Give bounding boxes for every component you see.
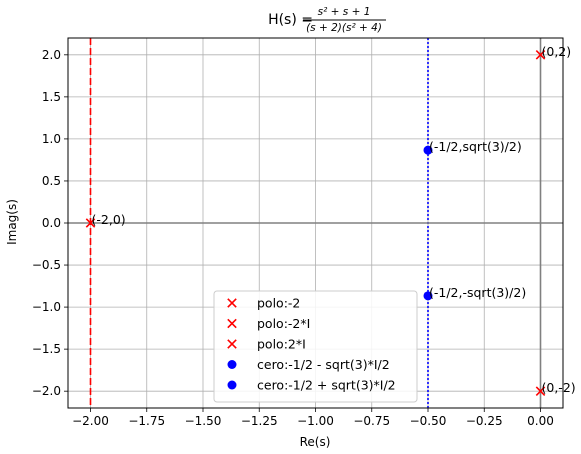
title-prefix: H(s) =	[268, 12, 313, 28]
x-tick-label: −0.75	[353, 414, 390, 428]
y-tick-label: 1.0	[42, 132, 61, 146]
zero-marker	[423, 291, 433, 301]
y-tick-label: −1.5	[32, 342, 61, 356]
data-markers	[85, 50, 546, 396]
point-annotation: (0,-2)	[542, 380, 576, 395]
y-tick-label: −2.0	[32, 384, 61, 398]
legend-label: polo:-2*I	[257, 316, 310, 331]
legend-label: cero:-1/2 + sqrt(3)*I/2	[257, 378, 396, 393]
legend: polo:-2 polo:-2*I polo:2*I cero:-1/2 - sqrt…	[213, 290, 418, 403]
x-tick-label: −1.25	[241, 414, 278, 428]
point-annotation: (-1/2,sqrt(3)/2)	[429, 139, 522, 154]
legend-label: polo:2*I	[257, 337, 306, 352]
title-numerator: s² + s + 1	[318, 6, 371, 18]
y-tick-label: 0.0	[42, 216, 61, 230]
pole-marker	[535, 386, 546, 396]
x-tick-label: −1.00	[297, 414, 334, 428]
legend-box	[213, 290, 418, 403]
chart-title: H(s) = s² + s + 1 (s + 2)(s² + 4)	[268, 6, 386, 34]
x-tick-label: 0.00	[527, 414, 554, 428]
legend-swatch	[227, 339, 237, 349]
y-tick-label: −1.0	[32, 300, 61, 314]
pole-marker	[85, 218, 96, 228]
y-tick-label: 1.5	[42, 90, 61, 104]
point-annotation: (-2,0)	[92, 212, 126, 227]
legend-swatch	[227, 380, 237, 390]
legend-swatch	[227, 360, 237, 369]
x-tick-label: −0.50	[410, 414, 447, 428]
x-tick-label: −1.50	[185, 414, 222, 428]
point-annotation: (0,2)	[542, 44, 572, 59]
x-tick-label: −0.25	[466, 414, 503, 428]
title-denominator: (s + 2)(s² + 4)	[306, 22, 382, 34]
y-tick-label: −0.5	[32, 258, 61, 272]
x-axis-ticks: −2.00 −1.75 −1.50 −1.25 −1.00 −0.75 −0.50 −0.25…	[72, 408, 554, 428]
point-annotation: (-1/2,-sqrt(3)/2)	[429, 285, 526, 300]
legend-label: cero:-1/2 - sqrt(3)*I/2	[257, 357, 390, 372]
x-tick-label: −2.00	[72, 414, 109, 428]
legend-label: polo:-2	[257, 296, 300, 311]
point-annotations: (-2,0) (0,2) (0,-2) (-1/2,sqrt(3)/2) (-1/2,-…	[92, 44, 576, 395]
x-axis-title: Re(s)	[300, 435, 331, 449]
zero-marker	[423, 145, 433, 155]
legend-swatch	[227, 318, 237, 329]
y-tick-label: 0.5	[42, 174, 61, 188]
pole-marker	[535, 50, 546, 60]
y-tick-label: 2.0	[42, 48, 61, 62]
x-tick-label: −1.75	[128, 414, 165, 428]
legend-swatch	[227, 298, 237, 308]
y-axis-ticks: −2.0 −1.5 −1.0 −0.5 0.0 0.5 1.0 1.5 2.0	[32, 48, 68, 398]
y-axis-title: Imag(s)	[5, 199, 19, 245]
